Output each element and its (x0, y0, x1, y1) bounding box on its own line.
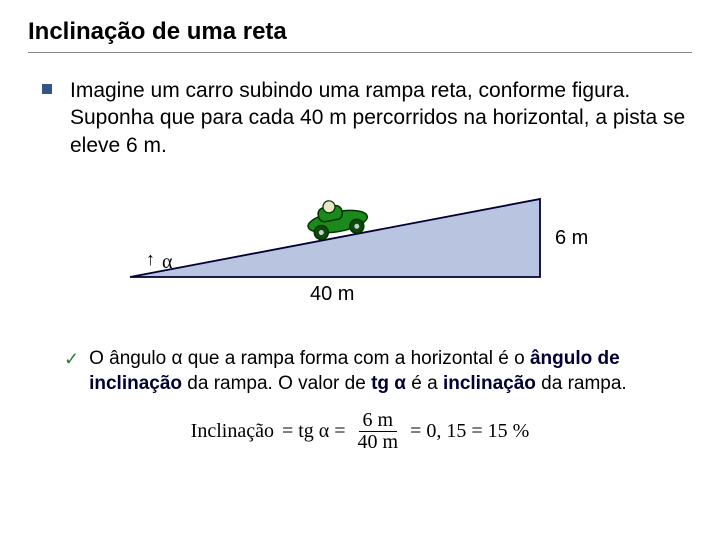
arrow-up-icon: ↑ (146, 249, 155, 270)
checkmark-block: ✓ O ângulo α que a rampa forma com a hor… (64, 347, 692, 396)
square-bullet-icon (42, 84, 52, 94)
checkmark-icon: ✓ (64, 349, 79, 370)
bold-term: tg α (371, 373, 406, 394)
text: da rampa. (536, 373, 627, 394)
height-label: 6 m (555, 227, 588, 250)
fraction: 6 m 40 m (354, 410, 403, 453)
formula-row: Inclinação = tg α = 6 m 40 m = 0, 15 = 1… (28, 410, 692, 453)
base-label: 40 m (310, 283, 354, 306)
page-title: Inclinação de uma reta (28, 18, 692, 53)
fraction-numerator: 6 m (359, 410, 398, 432)
alpha-label: α (162, 251, 172, 274)
bullet-block: Imagine um carro subindo uma rampa reta,… (42, 77, 692, 159)
ramp-diagram: ↑ α 6 m 40 m (110, 179, 610, 329)
text: O ângulo α que a rampa forma com a horiz… (89, 348, 530, 369)
formula-label: Inclinação (191, 420, 274, 443)
formula-result: = 0, 15 = 15 % (410, 420, 529, 443)
check-paragraph: O ângulo α que a rampa forma com a horiz… (89, 347, 692, 396)
bold-term: inclinação (443, 373, 536, 394)
fraction-denominator: 40 m (354, 432, 403, 453)
text: é a (406, 373, 443, 394)
text: da rampa. O valor de (182, 373, 371, 394)
main-paragraph: Imagine um carro subindo uma rampa reta,… (70, 77, 692, 159)
ramp-svg (110, 179, 610, 329)
formula-eq: = tg α = (282, 420, 346, 443)
